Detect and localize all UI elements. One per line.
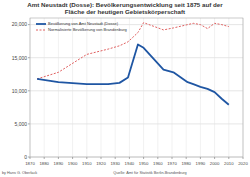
- grid-line: [228, 18, 229, 157]
- grid-line: [143, 18, 144, 157]
- tick: [200, 157, 201, 159]
- tick-label: 10,000: [12, 88, 28, 94]
- tick: [157, 157, 158, 159]
- tick: [58, 157, 59, 159]
- tick-label: 1980: [181, 161, 191, 166]
- tick: [28, 157, 30, 158]
- tick-label: 1970: [167, 161, 177, 166]
- tick-label: 1960: [153, 161, 163, 166]
- legend-swatch: [36, 23, 46, 25]
- series-line: [37, 44, 229, 104]
- tick-label: 5,000: [14, 121, 27, 127]
- tick: [28, 123, 30, 124]
- tick-label: 1920: [96, 161, 106, 166]
- tick: [143, 157, 144, 159]
- tick: [186, 157, 187, 159]
- legend-label: Normalisierte Bevölkerung von Brandenbur…: [48, 27, 127, 32]
- legend-label: Bevölkerung von Amt Neustadt (Dosse): [48, 21, 119, 26]
- tick: [44, 157, 45, 159]
- tick: [28, 90, 30, 91]
- grid-line: [58, 18, 59, 157]
- annotation: Quelle: Amt für Statistik Berlin-Branden…: [113, 171, 186, 175]
- annotation: by Hans G. Oberlack: [2, 171, 37, 175]
- legend-swatch: [36, 30, 46, 31]
- tick: [243, 157, 244, 159]
- tick-label: 0: [24, 154, 27, 160]
- tick: [115, 157, 116, 159]
- tick-label: 2000: [210, 161, 220, 166]
- tick: [86, 157, 87, 159]
- series-line: [37, 23, 229, 79]
- grid-line: [172, 18, 173, 157]
- tick: [228, 157, 229, 159]
- tick: [30, 157, 31, 159]
- tick-label: 1890: [54, 161, 64, 166]
- grid-line: [129, 18, 130, 157]
- tick-label: 1940: [125, 161, 135, 166]
- tick: [172, 157, 173, 159]
- plot-area: [37, 23, 229, 105]
- grid-line: [101, 18, 102, 157]
- tick: [72, 157, 73, 159]
- tick-label: 2010: [224, 161, 234, 166]
- grid-line: [30, 123, 243, 124]
- grid-line: [30, 57, 243, 58]
- tick: [28, 24, 30, 25]
- tick: [129, 157, 130, 159]
- tick: [28, 57, 30, 58]
- grid-line: [214, 18, 215, 157]
- tick-label: 1950: [139, 161, 149, 166]
- tick-label: 1900: [68, 161, 78, 166]
- tick-label: 1910: [82, 161, 92, 166]
- grid-line: [72, 18, 73, 157]
- tick-label: 1880: [39, 161, 49, 166]
- tick-label: 2020: [238, 161, 248, 166]
- chart: Amt Neustadt (Dosse): Bevölkerungsentwic…: [0, 0, 250, 177]
- tick-label: 1870: [25, 161, 35, 166]
- tick-label: 1990: [196, 161, 206, 166]
- tick: [101, 157, 102, 159]
- tick-label: 1930: [110, 161, 120, 166]
- grid-line: [44, 18, 45, 157]
- grid-line: [86, 18, 87, 157]
- title: Amt Neustadt (Dosse): Bevölkerungsentwic…: [27, 1, 223, 15]
- tick: [214, 157, 215, 159]
- grid-line: [157, 18, 158, 157]
- grid-line: [186, 18, 187, 157]
- plot-frame: [30, 18, 243, 157]
- grid-line: [115, 18, 116, 157]
- tick-label: 20,000: [12, 21, 28, 27]
- tick-label: 15,000: [12, 55, 28, 61]
